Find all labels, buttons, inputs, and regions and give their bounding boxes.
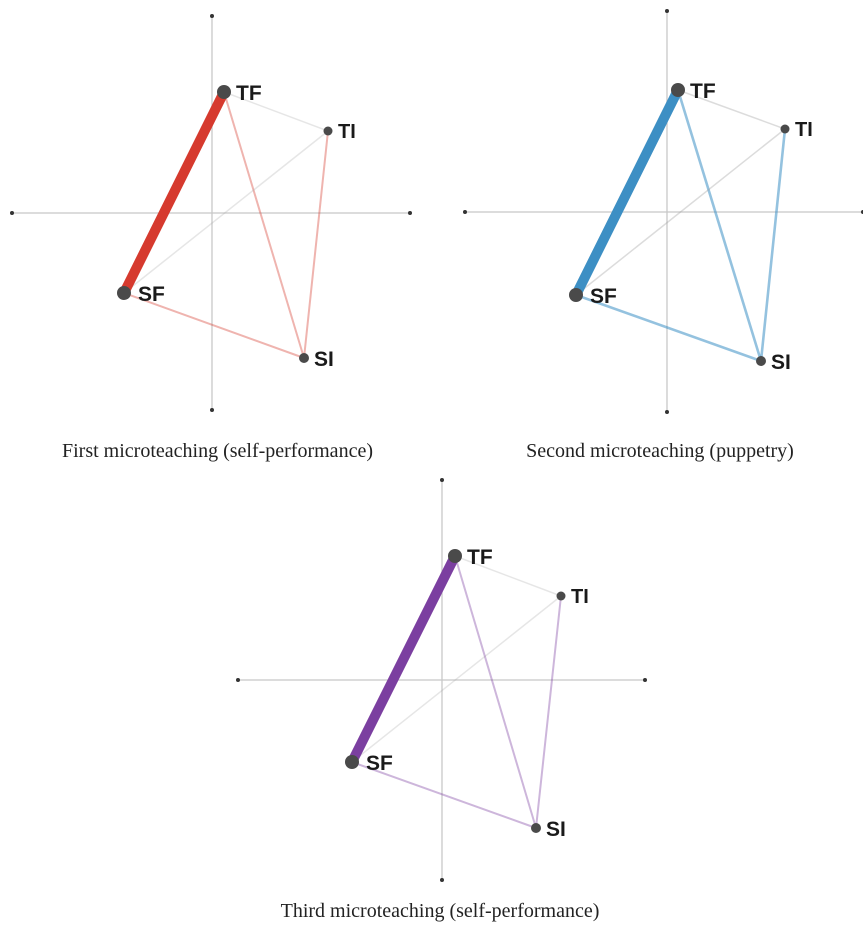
node-sf [345, 755, 359, 769]
caption-second: Second microteaching (puppetry) [526, 440, 794, 462]
node-label-tf: TF [236, 82, 262, 105]
axis-endpoint-dot [463, 210, 467, 214]
edge-tf-sf-strong [119, 87, 229, 298]
network-diagram-third: TF TI SF SI [236, 478, 647, 882]
axis-endpoint-dot [236, 678, 240, 682]
axis-endpoint-dot [665, 9, 669, 13]
edge-tf-si [454, 555, 537, 829]
axis-endpoint-dot [408, 211, 412, 215]
edge-tf-ti [223, 91, 329, 132]
edge-ti-si [303, 130, 329, 359]
edge-sf-si [351, 761, 537, 829]
node-si [531, 823, 541, 833]
axis-endpoint-dot [440, 478, 444, 482]
node-label-sf: SF [590, 285, 617, 308]
node-label-si: SI [314, 348, 334, 371]
node-label-si: SI [546, 818, 566, 841]
node-label-ti: TI [795, 119, 813, 141]
network-diagram-first: TF TI SF SI [10, 14, 412, 412]
axis-endpoint-dot [643, 678, 647, 682]
node-sf [117, 286, 131, 300]
edge-sf-ti [123, 130, 329, 294]
axis-endpoint-dot [440, 878, 444, 882]
axis-endpoint-dot [210, 408, 214, 412]
node-label-tf: TF [690, 80, 716, 103]
node-tf [217, 85, 231, 99]
node-si [756, 356, 766, 366]
node-label-ti: TI [571, 586, 589, 608]
edge-sf-ti [351, 595, 562, 763]
edge-tf-ti [677, 89, 786, 130]
caption-first: First microteaching (self-performance) [62, 440, 373, 462]
node-sf [569, 288, 583, 302]
node-ti [323, 126, 333, 136]
node-label-ti: TI [338, 121, 356, 143]
node-label-si: SI [771, 351, 791, 374]
network-diagram-second: TF TI SF SI [463, 9, 863, 414]
node-ti [556, 591, 566, 601]
edge-sf-ti [575, 128, 786, 296]
edge-ti-si [759, 127, 787, 363]
edge-sf-si [123, 292, 305, 359]
edge-tf-sf-strong [347, 551, 460, 767]
axis-endpoint-dot [210, 14, 214, 18]
node-label-tf: TF [467, 546, 493, 569]
edge-tf-ti [454, 555, 562, 597]
node-ti [780, 124, 790, 134]
edge-tf-sf-strong [571, 85, 683, 300]
node-label-sf: SF [138, 283, 165, 306]
caption-third: Third microteaching (self-performance) [280, 900, 600, 922]
node-si [299, 353, 309, 363]
node-tf [448, 549, 462, 563]
edge-tf-si [223, 91, 305, 359]
edge-sf-si [574, 293, 763, 363]
node-tf [671, 83, 685, 97]
edge-tf-si [676, 88, 763, 363]
axis-endpoint-dot [665, 410, 669, 414]
edge-ti-si [535, 595, 562, 829]
node-label-sf: SF [366, 752, 393, 775]
axis-endpoint-dot [10, 211, 14, 215]
